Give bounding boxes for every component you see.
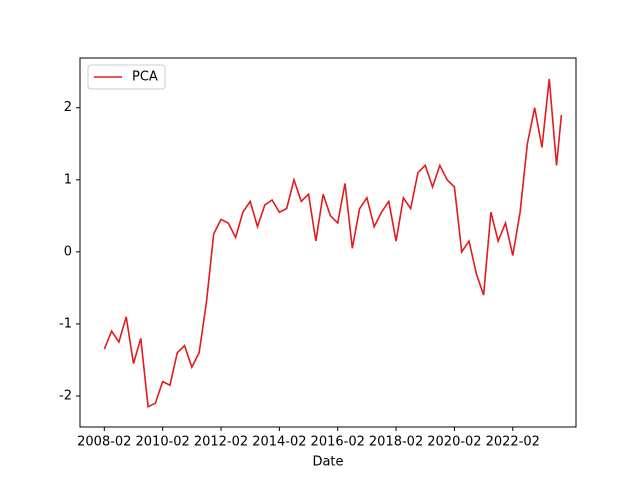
- y-tick-label: -1: [59, 316, 72, 331]
- legend-box: [87, 64, 166, 90]
- x-tick-label: 2016-02: [311, 435, 365, 450]
- y-tick-label: -2: [59, 389, 72, 404]
- x-tick-label: 2008-02: [77, 435, 131, 450]
- y-tick-label: 2: [64, 100, 72, 115]
- x-tick-label: 2018-02: [369, 435, 423, 450]
- x-tick-label: 2010-02: [136, 435, 190, 450]
- x-axis-label: Date: [312, 455, 343, 470]
- x-tick-label: 2012-02: [194, 435, 248, 450]
- x-tick-label: 2022-02: [486, 435, 540, 450]
- legend-label: PCA: [132, 70, 158, 85]
- y-tick-label: 0: [64, 244, 72, 259]
- series-line: [103, 78, 563, 409]
- y-tick-label: 1: [64, 172, 72, 187]
- x-tick-label: 2020-02: [427, 435, 481, 450]
- plot-frame: [79, 57, 577, 428]
- x-tick-label: 2014-02: [252, 435, 306, 450]
